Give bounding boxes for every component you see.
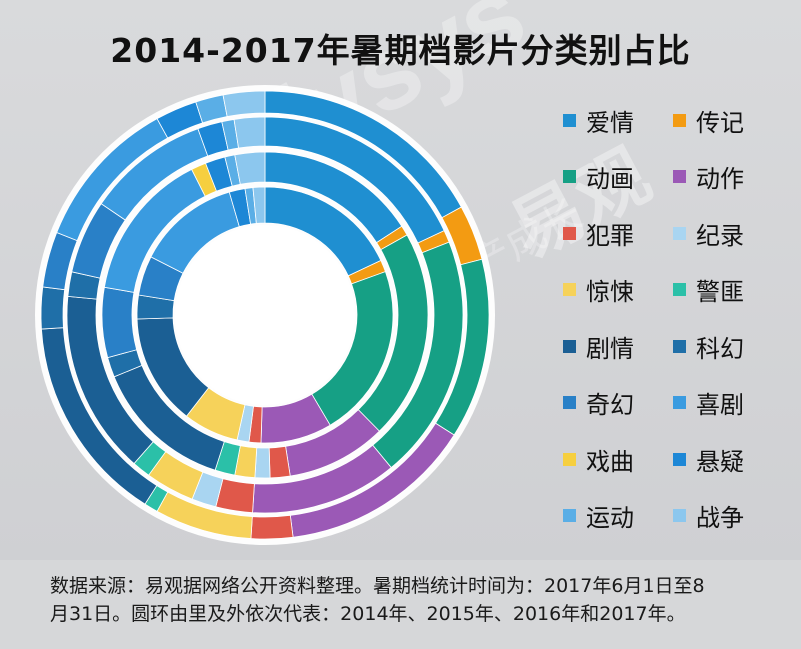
footer-line-2: 月31日。圆环由里及外依次代表：2014年、2015年、2016年和2017年。 bbox=[50, 603, 686, 625]
footer-note: 数据来源：易观据网络公开资料整理。暑期档统计时间为：2017年6月1日至8 月3… bbox=[50, 572, 780, 628]
legend-label: 奇幻 bbox=[586, 391, 634, 419]
chart-title: 2014-2017年暑期档影片分类别占比 bbox=[110, 31, 691, 70]
legend-swatch bbox=[673, 509, 686, 522]
legend-label: 戏曲 bbox=[586, 447, 634, 476]
ring-segment-2017年-犯罪 bbox=[250, 514, 294, 540]
legend-item: 动作 bbox=[673, 162, 744, 193]
legend-label: 传记 bbox=[696, 108, 744, 137]
legend-swatch bbox=[673, 113, 686, 127]
ring-segment-2015年-奇幻 bbox=[101, 286, 138, 359]
legend-item: 犯罪 bbox=[563, 218, 634, 250]
ring-segment-2015年-纪录 bbox=[254, 447, 271, 479]
legend-label: 警匪 bbox=[696, 278, 744, 306]
legend-item: 剧情 bbox=[563, 331, 634, 363]
chart-center-hole bbox=[175, 225, 355, 405]
legend-item: 运动 bbox=[563, 501, 634, 532]
ring-segment-2014年-战争 bbox=[252, 186, 266, 224]
legend-label: 剧情 bbox=[586, 334, 634, 363]
legend-swatch bbox=[563, 452, 576, 466]
legend-item: 戏曲 bbox=[563, 444, 634, 476]
legend-item: 爱情 bbox=[563, 105, 634, 137]
legend-label: 动画 bbox=[586, 165, 634, 193]
legend-swatch bbox=[563, 226, 576, 240]
legend-item: 警匪 bbox=[673, 275, 744, 306]
legend-swatch bbox=[563, 113, 576, 127]
legend-item: 喜剧 bbox=[673, 388, 744, 419]
legend-swatch bbox=[673, 170, 686, 183]
footer-line-1: 数据来源：易观据网络公开资料整理。暑期档统计时间为：2017年6月1日至8 bbox=[50, 575, 705, 597]
legend-swatch bbox=[563, 509, 576, 522]
legend-label: 犯罪 bbox=[586, 221, 634, 250]
legend-item: 奇幻 bbox=[563, 388, 634, 419]
ring-segment-2016年-战争 bbox=[233, 116, 266, 149]
legend-label: 战争 bbox=[696, 504, 744, 532]
ring-segment-2017年-科幻 bbox=[40, 286, 66, 330]
legend-label: 喜剧 bbox=[696, 391, 744, 419]
legend-item: 悬疑 bbox=[673, 444, 744, 476]
legend-label: 运动 bbox=[586, 504, 634, 532]
ring-segment-2015年-战争 bbox=[234, 151, 266, 185]
legend-swatch bbox=[563, 396, 576, 409]
legend-label: 惊悚 bbox=[586, 278, 634, 306]
legend-label: 爱情 bbox=[586, 108, 634, 137]
legend-label: 科幻 bbox=[696, 334, 744, 363]
legend-item: 科幻 bbox=[673, 331, 744, 363]
ring-chart bbox=[35, 85, 495, 545]
legend-swatch bbox=[673, 452, 686, 466]
legend-swatch bbox=[673, 339, 686, 353]
legend-swatch bbox=[563, 283, 576, 296]
legend-swatch bbox=[673, 396, 686, 409]
legend-swatch bbox=[673, 283, 686, 296]
legend-swatch bbox=[563, 339, 576, 353]
legend-label: 悬疑 bbox=[696, 447, 744, 476]
legend-item: 惊悚 bbox=[563, 275, 634, 306]
legend-label: 动作 bbox=[696, 165, 744, 193]
ring-segment-2017年-战争 bbox=[222, 90, 266, 118]
legend-item: 纪录 bbox=[673, 218, 744, 250]
legend-swatch bbox=[563, 170, 576, 183]
legend-item: 战争 bbox=[673, 501, 744, 532]
legend-label: 纪录 bbox=[696, 221, 744, 250]
legend-swatch bbox=[673, 226, 686, 240]
legend-item: 动画 bbox=[563, 162, 634, 193]
legend-item: 传记 bbox=[673, 105, 744, 137]
